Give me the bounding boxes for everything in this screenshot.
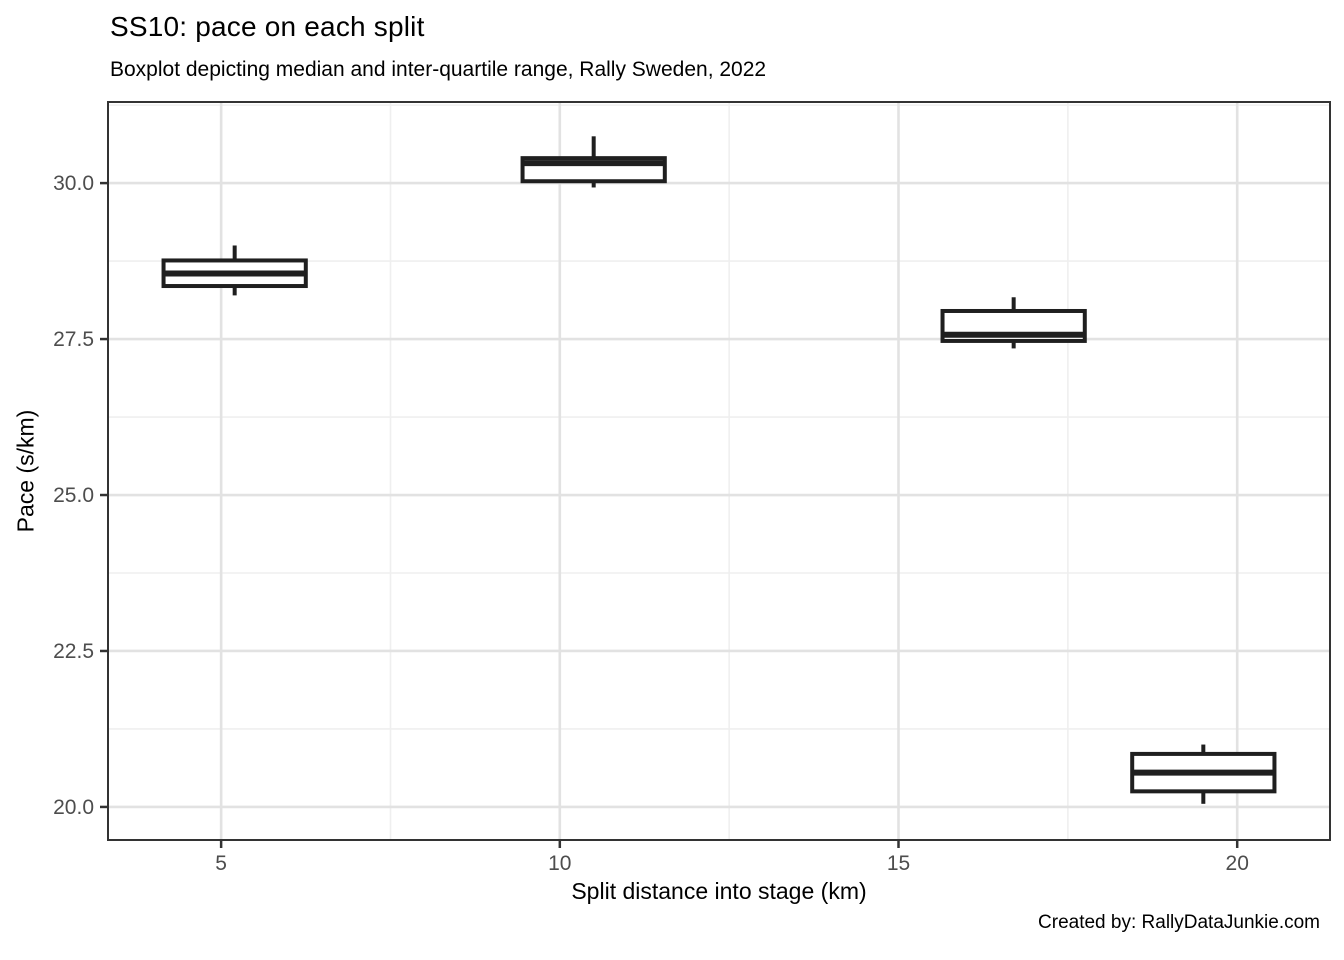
chart-subtitle: Boxplot depicting median and inter-quart… (110, 58, 767, 81)
credit-text: Created by: RallyDataJunkie.com (1038, 912, 1320, 933)
y-tick-label: 22.5 (53, 640, 94, 663)
y-axis-title: Pace (s/km) (12, 409, 39, 533)
x-tick-label: 20 (1226, 852, 1249, 875)
panel-border (107, 101, 1331, 841)
x-axis-title: Split distance into stage (km) (571, 878, 867, 904)
panel-background (108, 102, 1330, 840)
y-tick-label: 27.5 (53, 328, 94, 351)
x-tick-label: 10 (548, 852, 571, 875)
x-tick-label: 15 (887, 852, 910, 875)
x-tick-label: 5 (215, 852, 227, 875)
y-tick-label: 30.0 (53, 172, 94, 195)
y-tick-label: 25.0 (53, 484, 94, 507)
y-tick-label: 20.0 (53, 796, 94, 819)
chart-title: SS10: pace on each split (110, 11, 425, 42)
